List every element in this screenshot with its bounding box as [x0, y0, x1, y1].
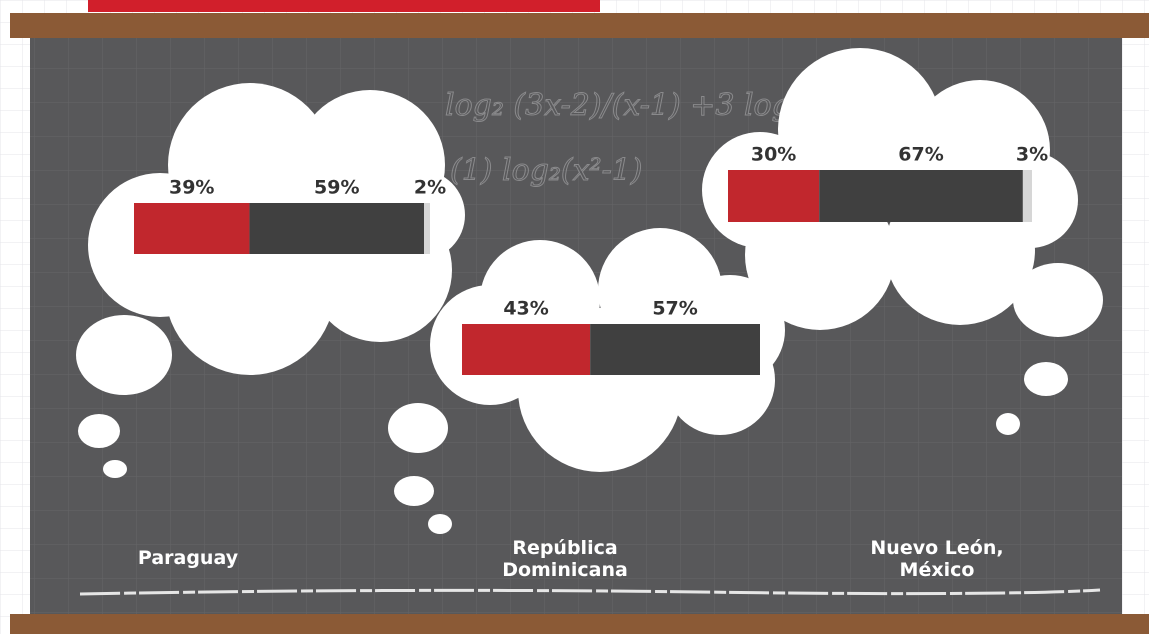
top-accent	[88, 0, 600, 12]
category-label: Nuevo León, México	[870, 537, 1004, 581]
value-label: 59%	[314, 177, 359, 199]
bar-segment	[728, 170, 820, 222]
value-label: 43%	[503, 298, 548, 320]
value-label: 2%	[414, 177, 446, 199]
category-label: República Dominicana	[502, 537, 628, 581]
bar-segment	[462, 324, 591, 375]
value-label: 67%	[898, 144, 943, 166]
bar-segment	[249, 203, 425, 254]
chalk-line	[79, 588, 1101, 596]
value-label: 3%	[1016, 144, 1048, 166]
frame-top	[10, 13, 1149, 38]
bar-segment	[819, 170, 1023, 222]
chalk-note: log₂ (3x-2)/(x-1) +3 log	[445, 88, 791, 123]
category-label: Paraguay	[137, 547, 239, 569]
bar-segment	[424, 203, 430, 254]
bar-segment	[134, 203, 250, 254]
value-label: 39%	[169, 177, 214, 199]
frame-bottom	[10, 614, 1149, 634]
value-label: 30%	[751, 144, 796, 166]
value-label: 57%	[652, 298, 697, 320]
bar-segment	[590, 324, 760, 375]
chalk-note: (1) log₂(x²-1)	[450, 153, 643, 188]
bar-segment	[1022, 170, 1032, 222]
